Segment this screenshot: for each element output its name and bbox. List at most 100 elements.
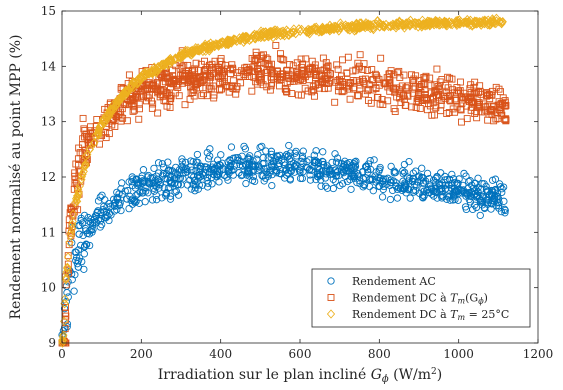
point-dc_tm bbox=[334, 65, 342, 73]
point-ac bbox=[206, 145, 214, 153]
point-dc_tm bbox=[111, 123, 119, 130]
point-dc_tm bbox=[93, 116, 101, 123]
point-ac bbox=[500, 197, 508, 205]
legend-marker-ac bbox=[327, 277, 335, 285]
point-dc_tm bbox=[457, 106, 465, 114]
point-dc_tm bbox=[463, 115, 471, 123]
point-dc_tm bbox=[379, 101, 387, 108]
point-ac bbox=[188, 166, 196, 174]
point-ac bbox=[332, 158, 341, 166]
point-dc_25 bbox=[94, 130, 103, 141]
point-ac bbox=[148, 196, 157, 204]
point-dc_tm bbox=[336, 83, 344, 91]
point-dc_tm bbox=[117, 113, 125, 121]
point-ac bbox=[240, 142, 248, 150]
point-ac bbox=[230, 162, 238, 170]
point-ac bbox=[80, 250, 88, 258]
point-ac bbox=[477, 197, 486, 205]
point-dc_tm bbox=[146, 81, 154, 89]
point-ac bbox=[261, 174, 270, 182]
point-ac bbox=[272, 155, 280, 163]
point-dc_tm bbox=[453, 97, 461, 104]
x-tick-label: 0 bbox=[58, 347, 66, 361]
point-dc_tm bbox=[250, 67, 258, 75]
point-ac bbox=[141, 198, 149, 206]
point-dc_tm bbox=[427, 82, 435, 90]
point-dc_tm bbox=[378, 96, 386, 103]
point-ac bbox=[298, 152, 307, 160]
point-ac bbox=[448, 181, 456, 190]
y-tick-label: 12 bbox=[41, 170, 56, 184]
point-dc_tm bbox=[229, 77, 237, 85]
point-ac bbox=[275, 169, 284, 178]
legend-marker-dc-tm bbox=[327, 294, 335, 301]
legend-label-dc-tm: Rendement DC à Tm(Gϕ) bbox=[352, 292, 488, 306]
point-dc_25 bbox=[268, 29, 277, 39]
point-ac bbox=[268, 163, 276, 171]
point-dc_25 bbox=[90, 137, 99, 148]
point-dc_tm bbox=[267, 82, 275, 90]
x-tick-label: 1000 bbox=[443, 347, 474, 361]
point-ac bbox=[354, 170, 362, 178]
point-ac bbox=[251, 177, 259, 186]
point-ac bbox=[242, 179, 250, 188]
point-ac bbox=[150, 187, 159, 195]
point-ac bbox=[110, 195, 118, 203]
point-dc_tm bbox=[395, 86, 403, 94]
point-dc_tm bbox=[399, 91, 407, 99]
point-ac bbox=[154, 175, 162, 184]
point-dc_tm bbox=[448, 75, 456, 83]
point-dc_25 bbox=[480, 15, 489, 25]
point-dc_tm bbox=[289, 62, 297, 70]
point-dc_tm bbox=[433, 65, 441, 73]
point-dc_tm bbox=[343, 69, 351, 77]
point-dc_tm bbox=[426, 102, 434, 110]
point-dc_tm bbox=[187, 76, 195, 84]
point-dc_25 bbox=[453, 18, 463, 28]
y-axis-label: Rendement normalisé au point MPP (%) bbox=[8, 34, 24, 319]
point-ac bbox=[418, 164, 426, 172]
point-dc_25 bbox=[400, 23, 409, 33]
point-ac bbox=[443, 195, 451, 203]
point-dc_tm bbox=[197, 79, 205, 87]
point-dc_tm bbox=[480, 103, 488, 111]
point-ac bbox=[485, 190, 494, 199]
point-dc_25 bbox=[331, 22, 340, 33]
point-ac bbox=[187, 185, 195, 193]
point-dc_tm bbox=[337, 77, 345, 85]
point-ac bbox=[326, 170, 334, 179]
point-ac bbox=[295, 167, 304, 175]
x-axis-label-main: Irradiation sur le plan incliné bbox=[158, 367, 371, 383]
point-ac bbox=[492, 202, 501, 210]
point-dc_tm bbox=[125, 71, 133, 79]
point-dc_tm bbox=[105, 130, 113, 138]
point-dc_tm bbox=[154, 109, 162, 117]
legend-label-dc-tm-suffix: (G bbox=[465, 292, 478, 305]
point-dc_tm bbox=[189, 89, 197, 96]
point-ac bbox=[245, 155, 253, 163]
point-ac bbox=[403, 173, 411, 181]
point-dc_tm bbox=[84, 141, 92, 149]
point-ac bbox=[63, 289, 71, 297]
point-ac bbox=[81, 225, 90, 233]
point-dc_tm bbox=[268, 60, 275, 68]
y-tick-label: 13 bbox=[41, 115, 56, 129]
point-ac bbox=[500, 205, 509, 213]
point-dc_25 bbox=[63, 263, 72, 273]
point-ac bbox=[318, 157, 326, 166]
point-ac bbox=[379, 185, 387, 194]
legend-label-dc-25-sub: m bbox=[458, 313, 466, 322]
legend-label-dc-tm-sub: m bbox=[458, 297, 466, 306]
point-dc_tm bbox=[397, 99, 405, 106]
point-ac bbox=[203, 148, 211, 157]
point-dc_tm bbox=[466, 85, 474, 93]
point-dc_tm bbox=[129, 107, 137, 115]
point-ac bbox=[167, 180, 175, 188]
point-dc_tm bbox=[140, 93, 148, 101]
point-ac bbox=[213, 173, 221, 181]
point-ac bbox=[199, 171, 208, 180]
point-ac bbox=[450, 188, 459, 196]
point-ac bbox=[162, 192, 170, 200]
point-ac bbox=[333, 154, 342, 162]
